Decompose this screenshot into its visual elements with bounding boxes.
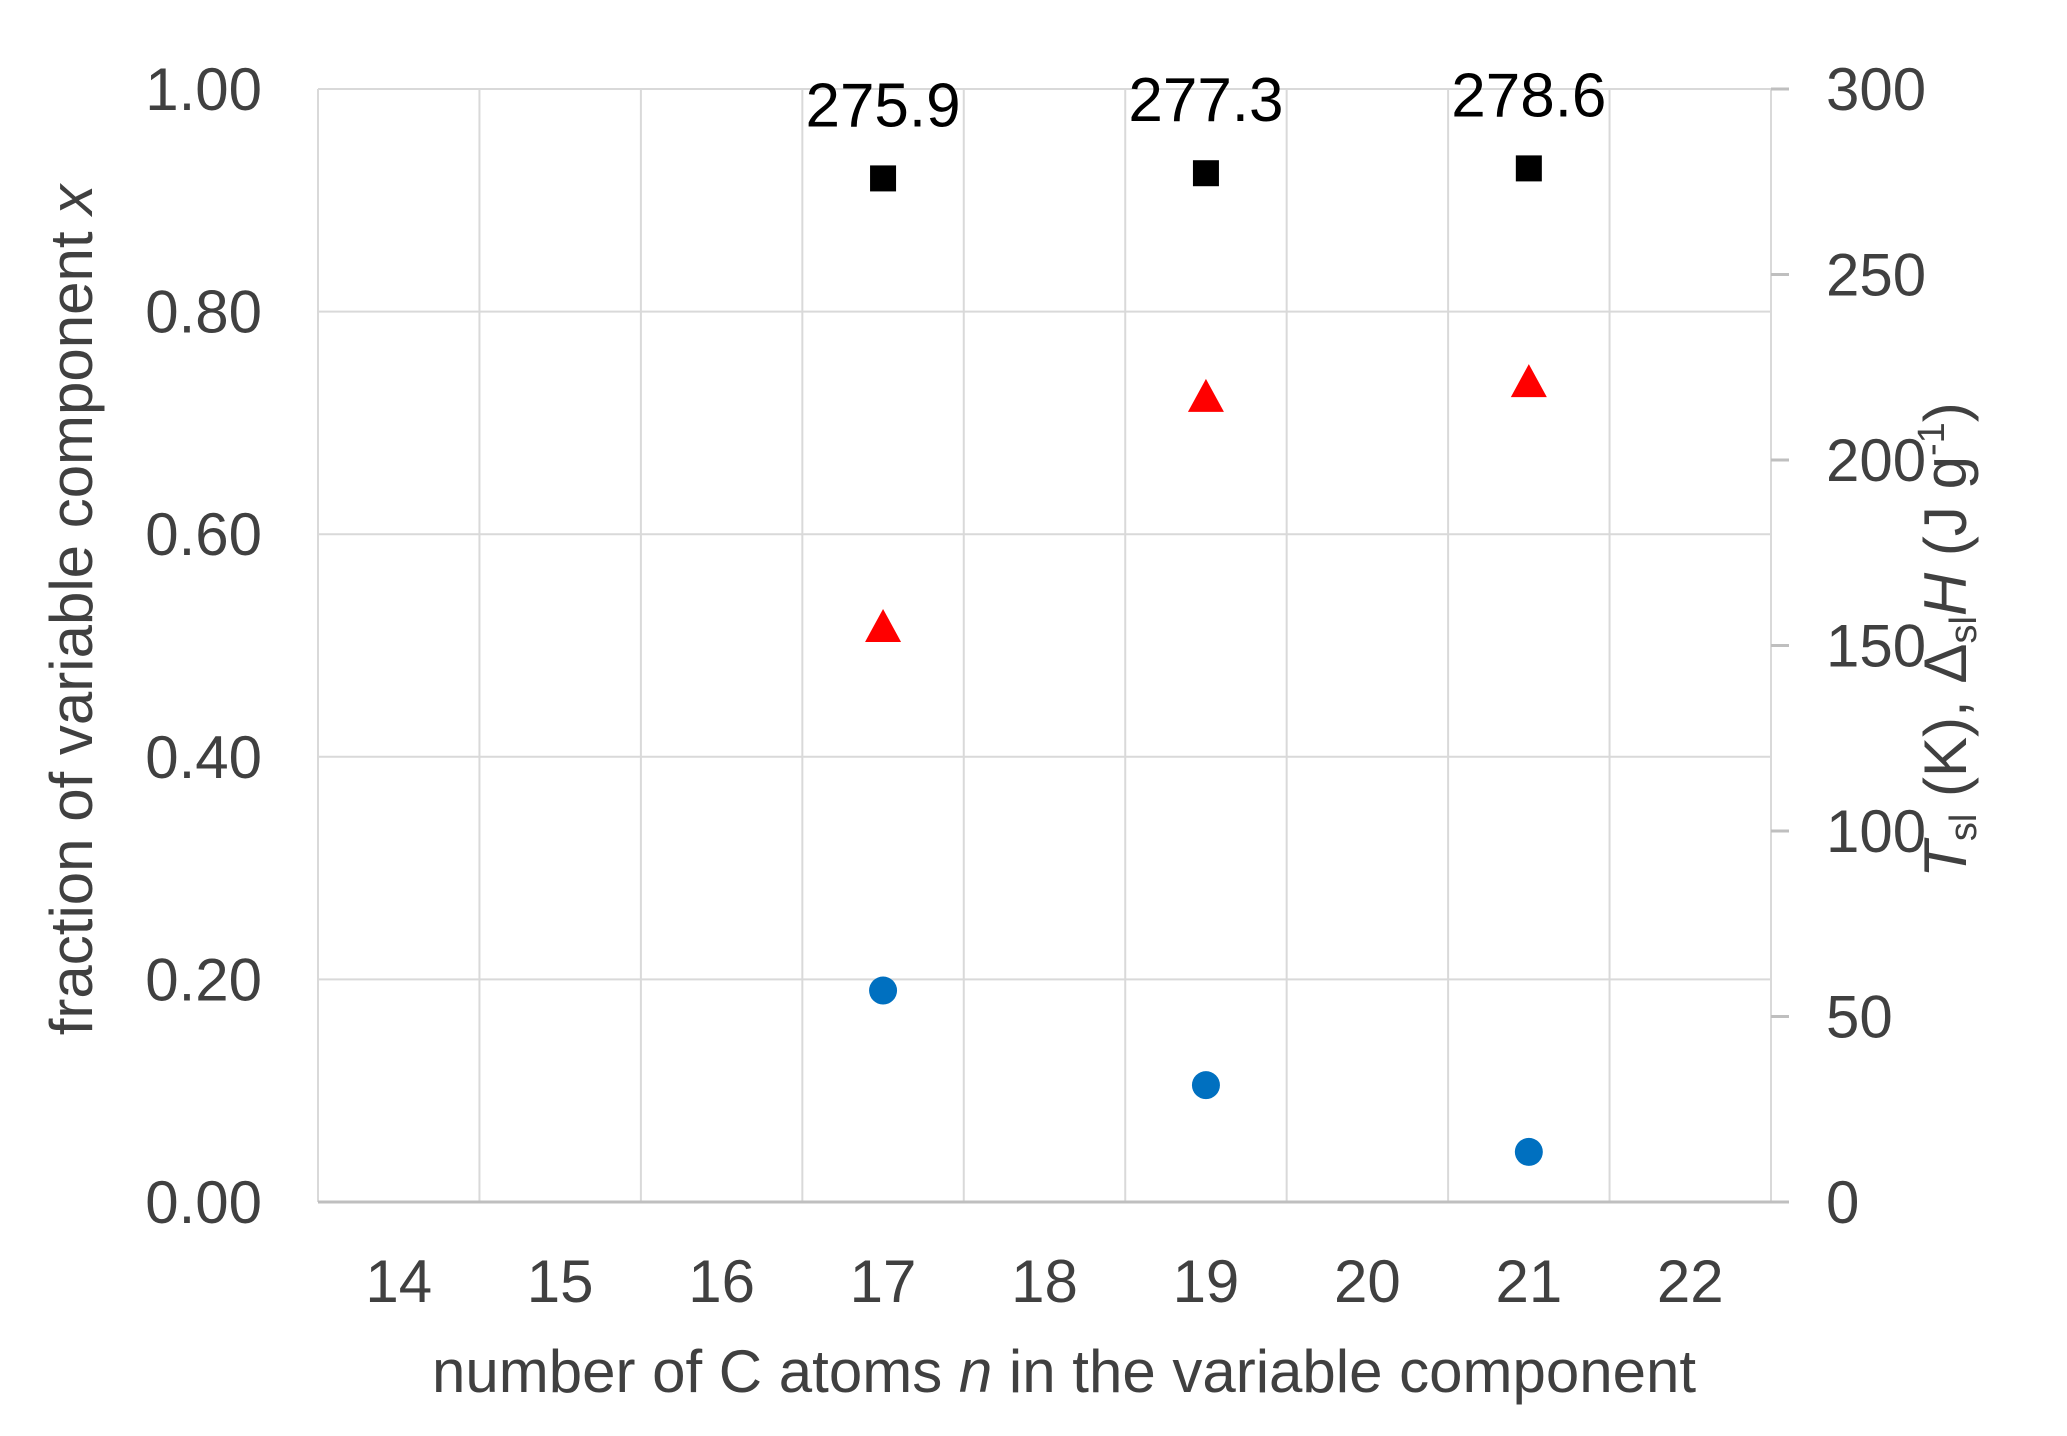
data-point-triangle [1510, 364, 1547, 398]
left-y-tick-label: 0.80 [145, 279, 262, 346]
right-y-axis-ticks: 0 50 100 150 200 250 300 [1826, 56, 1926, 1236]
data-point-square [1515, 155, 1542, 182]
x-axis-label: number of C atoms n in the variable comp… [432, 1338, 1696, 1405]
data-label: 277.3 [1128, 66, 1283, 135]
left-y-tick-label: 0.20 [145, 946, 262, 1013]
data-point-square [1192, 160, 1219, 187]
data-label: 278.6 [1451, 61, 1606, 130]
axes [317, 87, 1789, 1204]
left-y-tick-label: 0.40 [145, 724, 262, 791]
x-axis-ticks: 14 15 16 17 18 19 20 21 22 [365, 1248, 1723, 1315]
x-tick-label: 20 [1334, 1248, 1401, 1315]
x-tick-label: 19 [1173, 1248, 1240, 1315]
x-tick-label: 21 [1495, 1248, 1562, 1315]
left-y-axis-label: fraction of variable component x [38, 183, 105, 1035]
grid [318, 88, 1771, 1202]
x-tick-label: 22 [1657, 1248, 1724, 1315]
data-label: 275.9 [805, 71, 960, 140]
left-y-tick-label: 0.00 [145, 1169, 262, 1236]
data-point-circle [1191, 1071, 1220, 1100]
data-marks: 275.9 277.3 278.6 [805, 61, 1606, 1166]
right-y-tick-label: 300 [1826, 56, 1926, 123]
x-tick-label: 15 [527, 1248, 594, 1315]
right-y-tick-label: 150 [1826, 613, 1926, 680]
x-tick-label: 18 [1011, 1248, 1078, 1315]
right-y-tick-label: 0 [1826, 1169, 1859, 1236]
x-tick-label: 14 [365, 1248, 432, 1315]
data-point-triangle [865, 608, 902, 642]
data-point-square [870, 165, 897, 192]
x-tick-label: 17 [850, 1248, 917, 1315]
right-y-tick-label: 50 [1826, 984, 1893, 1051]
right-y-tick-label: 200 [1826, 427, 1926, 494]
right-y-axis-label: Tsl (K), ΔslH (J g-1) [1911, 402, 1985, 877]
data-point-triangle [1187, 378, 1224, 412]
left-y-tick-label: 0.60 [145, 501, 262, 568]
right-y-tick-label: 100 [1826, 798, 1926, 865]
x-tick-label: 16 [688, 1248, 755, 1315]
data-point-circle [869, 976, 898, 1005]
data-point-circle [1514, 1137, 1543, 1166]
left-y-tick-label: 1.00 [145, 56, 262, 123]
right-y-tick-label: 250 [1826, 242, 1926, 309]
left-y-axis-ticks: 0.00 0.20 0.40 0.60 0.80 1.00 [145, 56, 262, 1236]
